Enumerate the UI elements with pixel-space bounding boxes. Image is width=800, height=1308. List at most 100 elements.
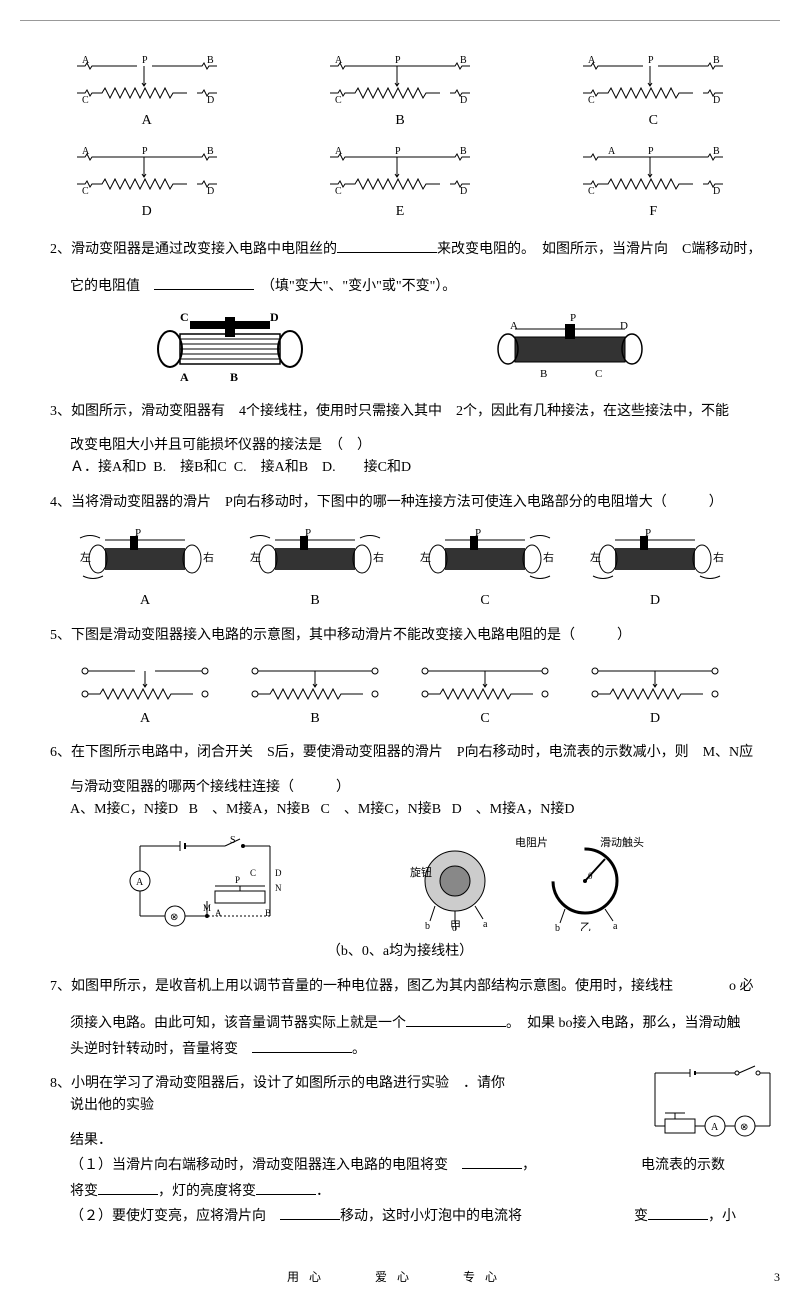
svg-text:B: B	[540, 368, 547, 380]
q3-text2: 改变电阻大小并且可能损坏仪器的接法是 （ ）	[70, 438, 371, 453]
svg-text:P: P	[142, 146, 148, 157]
svg-text:B: B	[713, 55, 720, 66]
svg-text:B: B	[207, 146, 214, 157]
q7-text5: 。	[352, 1042, 366, 1057]
q6-optB: B 、M接A，N接B	[189, 802, 310, 817]
q7-text2: 须接入电路。由此可知，该音量调节器实际上就是一个	[70, 1016, 406, 1031]
svg-text:右: 右	[713, 550, 724, 564]
q8-text2: 说出他的实验	[70, 1098, 154, 1113]
rheostat-icon: P 左右	[245, 526, 385, 586]
q5-diagrams: A B C D	[60, 659, 740, 730]
q-num: 7、	[50, 979, 71, 994]
svg-text:B: B	[713, 146, 720, 157]
diagram-label: C	[578, 110, 728, 132]
q4-text: 当将滑动变阻器的滑片 P向右移动时，下图中的哪一种连接方法可使连入电路部分的电阻…	[71, 495, 723, 510]
circuit-diagram-icon: AB P CD	[325, 142, 475, 197]
footer-text: 用心 爱心 专心	[287, 1270, 507, 1284]
q8-sub1e: ．	[316, 1184, 330, 1199]
q3-options: Ａ．接A和D B. 接B和C C. 接A和B D. 接C和D	[20, 457, 780, 479]
svg-text:D: D	[207, 95, 214, 106]
svg-text:B: B	[460, 55, 467, 66]
svg-text:D: D	[713, 186, 720, 197]
circuit-diagram-icon: AB P CD	[72, 51, 222, 106]
q4-diagram: P 左右 B	[245, 526, 385, 612]
svg-text:左: 左	[250, 551, 261, 564]
question-2: 2、滑动变阻器是通过改变接入电路中电阻丝的来改变电阻的。 如图所示，当滑片向 C…	[20, 236, 780, 261]
q8-diagram: A ⊗	[640, 1061, 780, 1149]
svg-text:N: N	[275, 883, 282, 893]
blank	[154, 273, 254, 290]
svg-text:右: 右	[543, 550, 554, 564]
circuit-diagram-icon: AB P CD	[578, 51, 728, 106]
schematic-icon	[75, 659, 215, 704]
svg-text:右: 右	[203, 550, 214, 564]
label-resist: 电阻片	[515, 836, 548, 849]
svg-text:A: A	[510, 320, 518, 332]
q1-diagram-e: AB P CD E	[325, 142, 475, 223]
q4-diagram: P 左右 A	[75, 526, 215, 612]
q8-sub1b: ， 电流表的示数	[522, 1158, 725, 1173]
q3-optB: B. 接B和C	[153, 460, 227, 475]
diagram-label: D	[72, 201, 222, 223]
svg-text:D: D	[460, 186, 467, 197]
q3-optD: D. 接C和D	[322, 460, 411, 475]
svg-text:D: D	[713, 95, 720, 106]
page-number: 3	[774, 1268, 780, 1287]
schematic-icon	[415, 659, 555, 704]
diagram-label: C	[415, 590, 555, 612]
svg-text:b: b	[555, 923, 560, 931]
svg-text:A: A	[215, 908, 222, 918]
svg-text:C: C	[335, 186, 342, 197]
q1-diagram-c: AB P CD C	[578, 51, 728, 132]
q-num: 8、	[50, 1076, 71, 1091]
q5-diagram: C	[415, 659, 555, 730]
rheostat-diagram-icon: C D A B	[140, 309, 320, 389]
svg-text:A: A	[711, 1122, 719, 1133]
svg-text:b: b	[425, 921, 430, 931]
svg-text:甲: 甲	[450, 920, 461, 931]
svg-text:P: P	[648, 146, 654, 157]
svg-text:乙: 乙	[580, 921, 591, 931]
diagram-label: B	[245, 708, 385, 730]
q2-text4: （填"变大"、"变小"或"不变"）。	[268, 279, 456, 294]
q7-text3: 。 如果 bo接入电路，那么，当滑动触	[506, 1016, 741, 1031]
circuit-diagram-icon: AB P CD	[325, 51, 475, 106]
svg-text:右: 右	[373, 550, 384, 564]
svg-text:B: B	[460, 146, 467, 157]
svg-text:P: P	[648, 55, 654, 66]
q3-optA: Ａ．接A和D	[70, 460, 146, 475]
svg-text:⊗: ⊗	[170, 912, 178, 923]
q6-optC: C 、M接C，N接B	[320, 802, 441, 817]
diagram-label: D	[585, 708, 725, 730]
blank	[252, 1036, 352, 1053]
q8-sub1: （１）当滑片向右端移动时，滑动变阻器连入电路的电阻将变	[70, 1158, 448, 1173]
svg-text:P: P	[395, 146, 401, 157]
diagram-label: A	[72, 110, 222, 132]
q2-diagrams: C D A B A D P B C	[60, 309, 740, 389]
q8-sub1d: ，灯的亮度将变	[158, 1184, 256, 1199]
schematic-icon	[585, 659, 725, 704]
blank	[280, 1203, 340, 1220]
rheostat-icon: P 左右	[415, 526, 555, 586]
svg-text:C: C	[82, 95, 89, 106]
svg-text:B: B	[207, 55, 214, 66]
circuit-diagram-icon: AB P CD	[578, 142, 728, 197]
potentiometer-diagram-icon: 旋钮 b o a 甲 电阻片 滑动触头 0 b a 乙	[405, 831, 685, 931]
svg-text:P: P	[395, 55, 401, 66]
svg-text:a: a	[613, 921, 618, 931]
svg-text:左: 左	[590, 551, 601, 564]
q5-diagram: B	[245, 659, 385, 730]
q8-sub2: （２）要使灯变亮，应将滑片向 移动，这时小灯泡中的电流将 变，小	[20, 1203, 780, 1228]
diagram-label: F	[578, 201, 728, 223]
svg-text:D: D	[460, 95, 467, 106]
q7-text4: 头逆时针转动时，音量将变	[70, 1042, 238, 1057]
question-6: 6、在下图所示电路中，闭合开关 S后，要使滑动变阻器的滑片 P向右移动时，电流表…	[20, 742, 780, 764]
q2-text2: 来改变电阻的。 如图所示，当滑片向 C端移动时，	[437, 242, 761, 257]
q1-diagram-f: AB P CD F	[578, 142, 728, 223]
q3-optC: C. 接A和B	[234, 460, 308, 475]
q1-diagram-a: AB P CD A	[72, 51, 222, 132]
question-3: 3、如图所示，滑动变阻器有 4个接线柱，使用时只需接入其中 2个，因此有几种接法…	[20, 401, 780, 423]
label-knob: 旋钮	[410, 865, 432, 879]
svg-text:C: C	[595, 368, 602, 380]
rheostat-diagram-icon: A D P B C	[480, 309, 660, 389]
